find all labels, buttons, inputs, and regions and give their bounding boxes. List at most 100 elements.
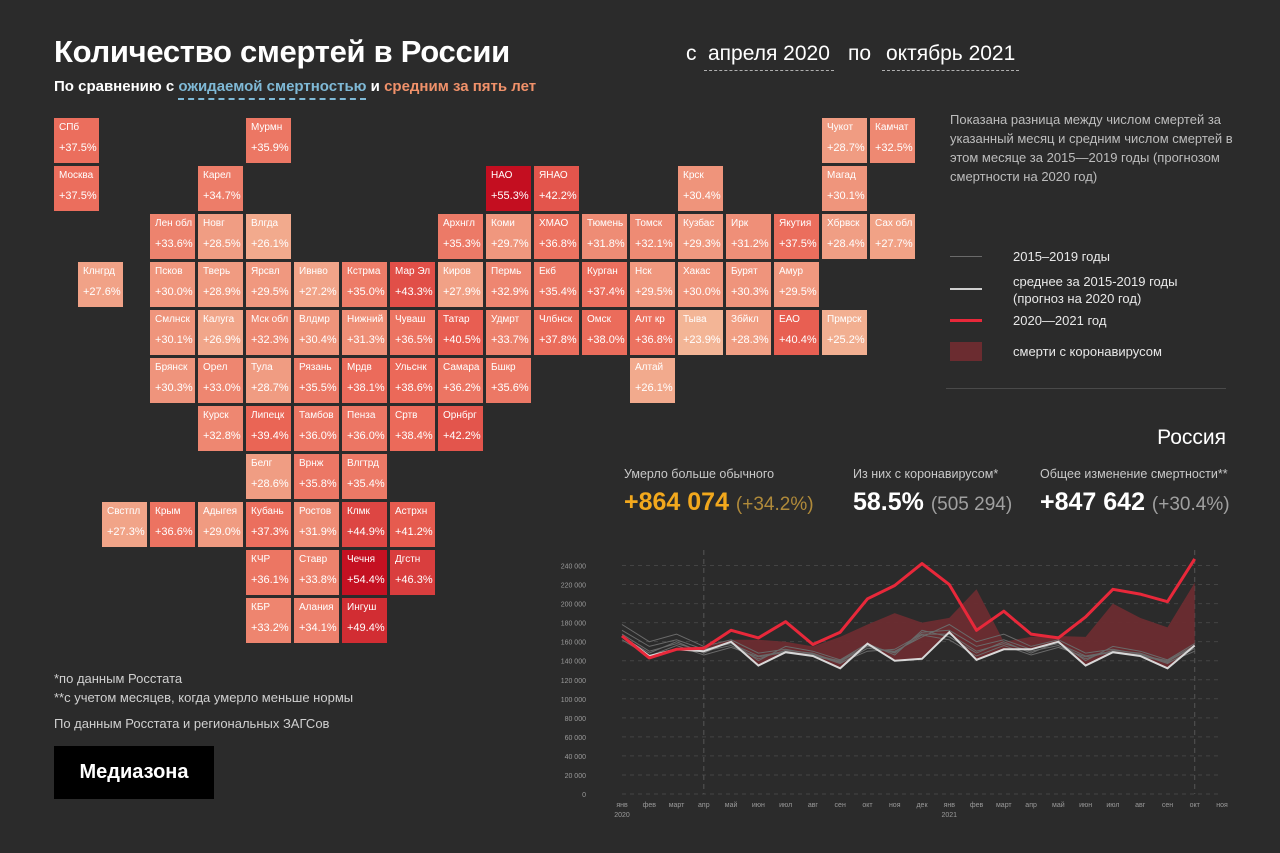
region-tile[interactable]: Тыва +23.9% — [678, 310, 723, 355]
region-tile[interactable]: Псков +30.0% — [150, 262, 195, 307]
region-tile[interactable]: НАО +55.3% — [486, 166, 531, 211]
region-tile[interactable]: Ярсвл +29.5% — [246, 262, 291, 307]
region-tile[interactable]: Хакас +30.0% — [678, 262, 723, 307]
region-tile[interactable]: КБР +33.2% — [246, 598, 291, 643]
region-tile-name: Тула — [251, 362, 273, 373]
x-tick-label: авг — [1135, 802, 1146, 809]
region-tile[interactable]: Свстпл +27.3% — [102, 502, 147, 547]
region-tile[interactable]: Тула +28.7% — [246, 358, 291, 403]
region-tile[interactable]: Екб +35.4% — [534, 262, 579, 307]
region-tile[interactable]: Мурмн +35.9% — [246, 118, 291, 163]
region-tile[interactable]: Брянск +30.3% — [150, 358, 195, 403]
region-tile[interactable]: Лен обл +33.6% — [150, 214, 195, 259]
region-tile[interactable]: Клнгрд +27.6% — [78, 262, 123, 307]
region-tile[interactable]: Ростов +31.9% — [294, 502, 339, 547]
region-tile[interactable]: Влгтрд +35.4% — [342, 454, 387, 499]
year-label: 2020 — [614, 812, 630, 819]
region-tile[interactable]: Самара +36.2% — [438, 358, 483, 403]
region-tile[interactable]: ЕАО +40.4% — [774, 310, 819, 355]
region-tile[interactable]: Ставр +33.8% — [294, 550, 339, 595]
region-tile[interactable]: Збйкл +28.3% — [726, 310, 771, 355]
region-tile[interactable]: Камчат +32.5% — [870, 118, 915, 163]
region-tile[interactable]: Алания +34.1% — [294, 598, 339, 643]
expected-mortality-toggle[interactable]: ожидаемой смертностью — [178, 78, 367, 100]
region-tile[interactable]: Ульснк +38.6% — [390, 358, 435, 403]
region-tile[interactable]: Мрдв +38.1% — [342, 358, 387, 403]
region-tile[interactable]: Коми +29.7% — [486, 214, 531, 259]
region-tile[interactable]: Кузбас +29.3% — [678, 214, 723, 259]
date-to-dropdown[interactable]: октябрь 2021 — [882, 42, 1020, 71]
region-tile[interactable]: Влгда +26.1% — [246, 214, 291, 259]
region-tile[interactable]: Магад +30.1% — [822, 166, 867, 211]
region-tile[interactable]: Удмрт +33.7% — [486, 310, 531, 355]
region-tile[interactable]: Томск +32.1% — [630, 214, 675, 259]
region-tile[interactable]: Нижний +31.3% — [342, 310, 387, 355]
region-tile[interactable]: Тверь +28.9% — [198, 262, 243, 307]
region-tile[interactable]: Ивнво +27.2% — [294, 262, 339, 307]
region-tile[interactable]: Новг +28.5% — [198, 214, 243, 259]
region-tile[interactable]: Хбрвск +28.4% — [822, 214, 867, 259]
five-year-average-toggle[interactable]: средним за пять лет — [384, 78, 537, 95]
region-tile[interactable]: Мар Эл +43.3% — [390, 262, 435, 307]
region-tile[interactable]: Татар +40.5% — [438, 310, 483, 355]
region-tile[interactable]: Влдмр +30.4% — [294, 310, 339, 355]
region-tile[interactable]: Сртв +38.4% — [390, 406, 435, 451]
region-tile[interactable]: Ирк +31.2% — [726, 214, 771, 259]
region-tile-value: +32.5% — [875, 142, 913, 154]
region-tile[interactable]: Москва +37.5% — [54, 166, 99, 211]
region-tile[interactable]: Чуваш +36.5% — [390, 310, 435, 355]
region-tile[interactable]: Ингуш +49.4% — [342, 598, 387, 643]
region-tile[interactable]: Белг +28.6% — [246, 454, 291, 499]
region-tile[interactable]: Тюмень +31.8% — [582, 214, 627, 259]
region-tile[interactable]: Кстрма +35.0% — [342, 262, 387, 307]
region-tile[interactable]: Курган +37.4% — [582, 262, 627, 307]
region-tile[interactable]: Карел +34.7% — [198, 166, 243, 211]
region-tile[interactable]: Пермь +32.9% — [486, 262, 531, 307]
region-tile[interactable]: Алт кр +36.8% — [630, 310, 675, 355]
region-tile[interactable]: Курск +32.8% — [198, 406, 243, 451]
region-tile[interactable]: Чукот +28.7% — [822, 118, 867, 163]
region-tile[interactable]: Чечня +54.4% — [342, 550, 387, 595]
region-tile[interactable]: Пенза +36.0% — [342, 406, 387, 451]
region-tile-value: +29.7% — [491, 238, 529, 250]
region-tile[interactable]: Архнгл +35.3% — [438, 214, 483, 259]
region-tile[interactable]: Тамбов +36.0% — [294, 406, 339, 451]
region-tile[interactable]: Амур +29.5% — [774, 262, 819, 307]
region-tile[interactable]: Омск +38.0% — [582, 310, 627, 355]
date-from-dropdown[interactable]: апреля 2020 — [704, 42, 834, 71]
region-tile-name: Ярсвл — [251, 266, 280, 277]
region-tile[interactable]: Клмк +44.9% — [342, 502, 387, 547]
region-tile[interactable]: Члбнск +37.8% — [534, 310, 579, 355]
region-tile[interactable]: Кубань +37.3% — [246, 502, 291, 547]
region-tile[interactable]: ХМАО +36.8% — [534, 214, 579, 259]
region-tile[interactable]: Дгстн +46.3% — [390, 550, 435, 595]
region-tile[interactable]: Калуга +26.9% — [198, 310, 243, 355]
region-tile[interactable]: ЯНАО +42.2% — [534, 166, 579, 211]
region-tile[interactable]: Липецк +39.4% — [246, 406, 291, 451]
region-tile[interactable]: Сах обл +27.7% — [870, 214, 915, 259]
region-tile[interactable]: Врнж +35.8% — [294, 454, 339, 499]
region-tile[interactable]: Смлнск +30.1% — [150, 310, 195, 355]
region-tile[interactable]: Прмрск +25.2% — [822, 310, 867, 355]
region-tile[interactable]: КЧР +36.1% — [246, 550, 291, 595]
region-tile[interactable]: Алтай +26.1% — [630, 358, 675, 403]
region-tile[interactable]: Орнбрг +42.2% — [438, 406, 483, 451]
region-tile[interactable]: Рязань +35.5% — [294, 358, 339, 403]
region-tile[interactable]: Мск обл +32.3% — [246, 310, 291, 355]
region-tile[interactable]: Крск +30.4% — [678, 166, 723, 211]
region-tile[interactable]: Адыгея +29.0% — [198, 502, 243, 547]
region-tile[interactable]: Бшкр +35.6% — [486, 358, 531, 403]
region-tile[interactable]: Бурят +30.3% — [726, 262, 771, 307]
region-tile-name: Чукот — [827, 122, 854, 133]
region-tile-name: Члбнск — [539, 314, 573, 325]
region-tile[interactable]: Орел +33.0% — [198, 358, 243, 403]
region-tile[interactable]: Крым +36.6% — [150, 502, 195, 547]
region-tile[interactable]: Киров +27.9% — [438, 262, 483, 307]
region-tile-name: Липецк — [251, 410, 285, 421]
mediazona-logo[interactable]: Медиазона — [54, 746, 214, 799]
region-tile[interactable]: Астрхн +41.2% — [390, 502, 435, 547]
region-tile[interactable]: СПб +37.5% — [54, 118, 99, 163]
region-tile[interactable]: Нск +29.5% — [630, 262, 675, 307]
region-tile[interactable]: Якутия +37.5% — [774, 214, 819, 259]
region-tile-value: +27.3% — [107, 526, 145, 538]
